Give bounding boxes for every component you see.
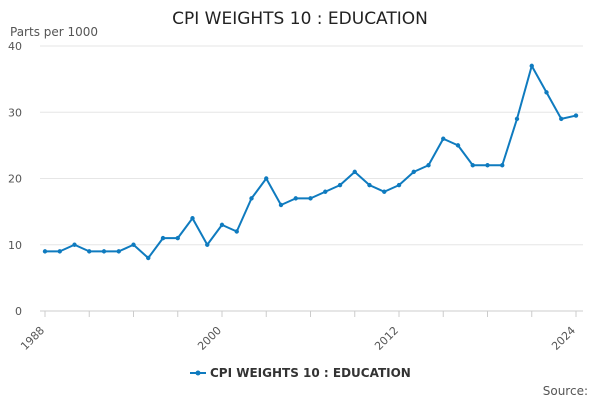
data-point[interactable] (131, 242, 136, 247)
x-tick-label: 1988 (18, 324, 47, 353)
data-point[interactable] (101, 249, 107, 254)
source-label: Source: (543, 384, 588, 398)
grid-lines (40, 45, 583, 246)
legend[interactable]: CPI WEIGHTS 10 : EDUCATION (190, 366, 411, 380)
legend-label: CPI WEIGHTS 10 : EDUCATION (210, 366, 411, 380)
data-point[interactable] (57, 249, 62, 254)
data-point[interactable] (323, 189, 328, 194)
data-point[interactable] (116, 249, 121, 254)
y-tick-label: 40 (8, 40, 22, 53)
data-point[interactable] (426, 163, 431, 168)
chart-title: CPI WEIGHTS 10 : EDUCATION (172, 9, 428, 29)
data-point[interactable] (146, 255, 151, 261)
data-point[interactable] (352, 169, 357, 175)
data-point[interactable] (175, 235, 180, 241)
data-point[interactable] (190, 216, 195, 221)
data-point[interactable] (219, 222, 225, 228)
data-point[interactable] (87, 249, 92, 254)
data-point[interactable] (485, 163, 490, 168)
data-point[interactable] (559, 116, 564, 122)
data-point[interactable] (308, 196, 313, 201)
y-tick-label: 30 (8, 106, 22, 119)
data-point[interactable] (160, 235, 166, 241)
x-tick-label: 2000 (195, 324, 224, 353)
legend-point-marker (195, 370, 201, 376)
x-axis-ticks: 1988 2000 2012 2024 (18, 311, 578, 353)
data-point[interactable] (72, 242, 77, 247)
data-point[interactable] (337, 182, 343, 188)
series-line (45, 64, 577, 259)
data-point[interactable] (455, 143, 461, 148)
y-axis-ticks: 0 10 20 30 40 (8, 40, 22, 318)
data-point[interactable] (234, 229, 239, 234)
data-point[interactable] (470, 163, 475, 168)
data-point[interactable] (441, 136, 446, 141)
data-point[interactable] (293, 196, 298, 201)
x-tick-label: 2012 (372, 324, 401, 353)
data-point[interactable] (514, 116, 520, 122)
series-layer (42, 63, 579, 261)
data-point[interactable] (249, 196, 254, 201)
data-point[interactable] (396, 182, 402, 188)
y-tick-label: 20 (8, 173, 22, 186)
data-point[interactable] (367, 182, 372, 188)
data-point[interactable] (500, 163, 505, 168)
x-tick-label: 2024 (549, 324, 578, 353)
data-point[interactable] (411, 169, 416, 175)
y-tick-label: 0 (15, 305, 22, 318)
data-point[interactable] (205, 242, 210, 247)
data-point[interactable] (382, 189, 387, 194)
data-point[interactable] (42, 249, 48, 254)
data-point[interactable] (529, 63, 534, 69)
y-tick-label: 10 (8, 239, 22, 252)
data-point[interactable] (264, 176, 269, 181)
data-point[interactable] (573, 113, 579, 118)
y-axis-label: Parts per 1000 (10, 25, 98, 39)
data-point[interactable] (278, 202, 284, 208)
data-point[interactable] (544, 90, 549, 95)
